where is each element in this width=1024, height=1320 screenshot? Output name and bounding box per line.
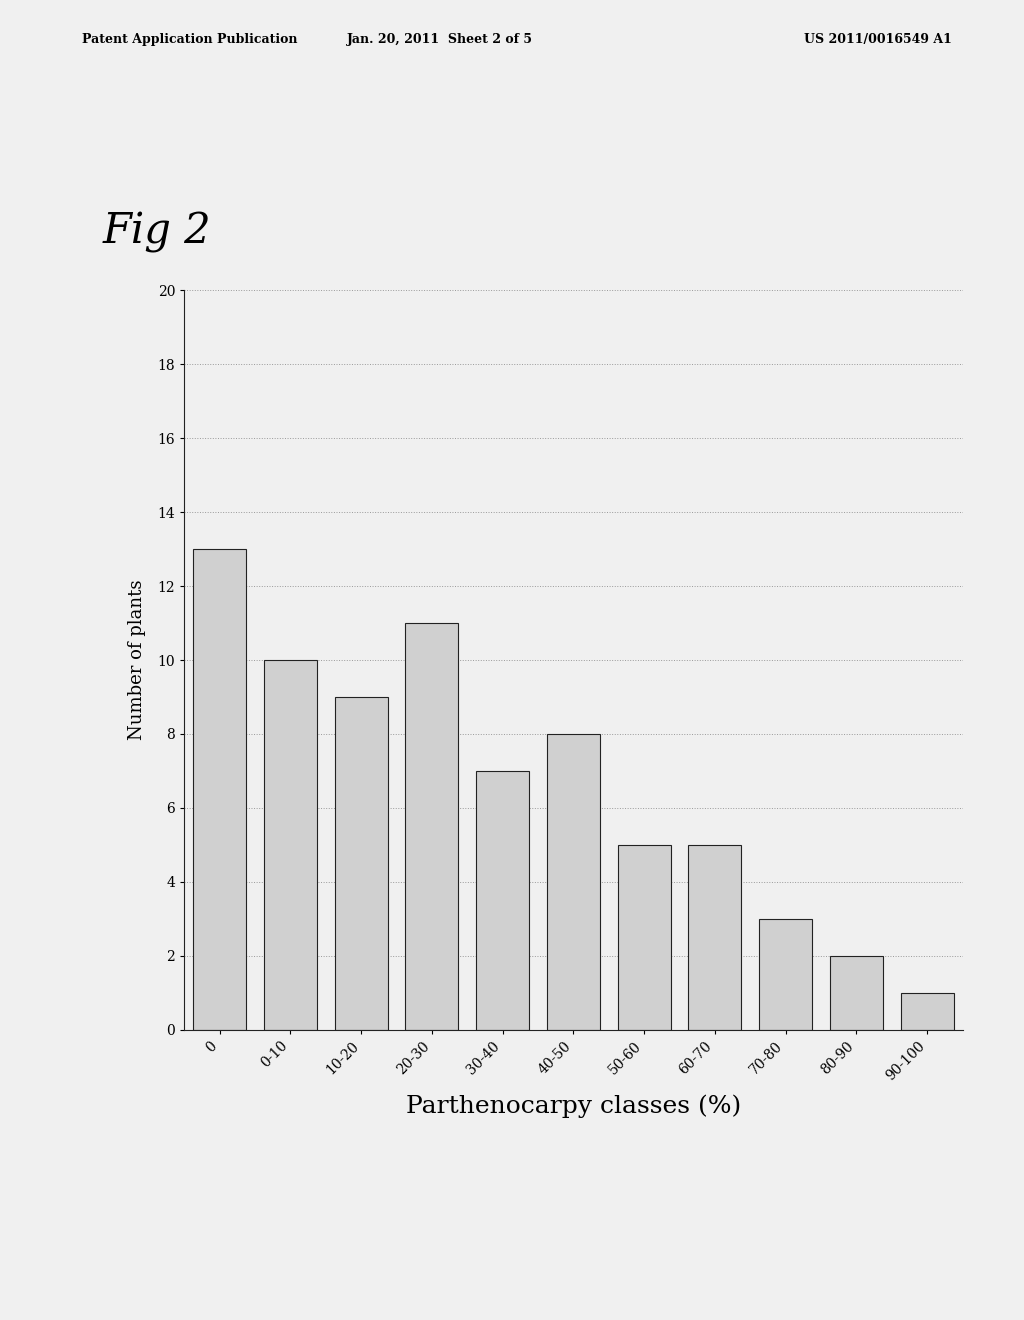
Bar	[547, 734, 600, 1030]
Text: Fig 2: Fig 2	[102, 211, 211, 253]
Bar	[688, 845, 741, 1030]
Y-axis label: Number of plants: Number of plants	[128, 579, 146, 741]
X-axis label: Parthenocarpy classes (%): Parthenocarpy classes (%)	[406, 1094, 741, 1118]
Text: Jan. 20, 2011  Sheet 2 of 5: Jan. 20, 2011 Sheet 2 of 5	[347, 33, 534, 46]
Bar	[406, 623, 459, 1030]
Bar	[759, 919, 812, 1030]
Bar	[194, 549, 246, 1030]
Bar	[476, 771, 529, 1030]
Bar	[617, 845, 671, 1030]
Bar	[901, 993, 953, 1030]
Text: US 2011/0016549 A1: US 2011/0016549 A1	[805, 33, 952, 46]
Bar	[829, 956, 883, 1030]
Text: Patent Application Publication: Patent Application Publication	[82, 33, 297, 46]
Bar	[335, 697, 388, 1030]
Bar	[264, 660, 317, 1030]
